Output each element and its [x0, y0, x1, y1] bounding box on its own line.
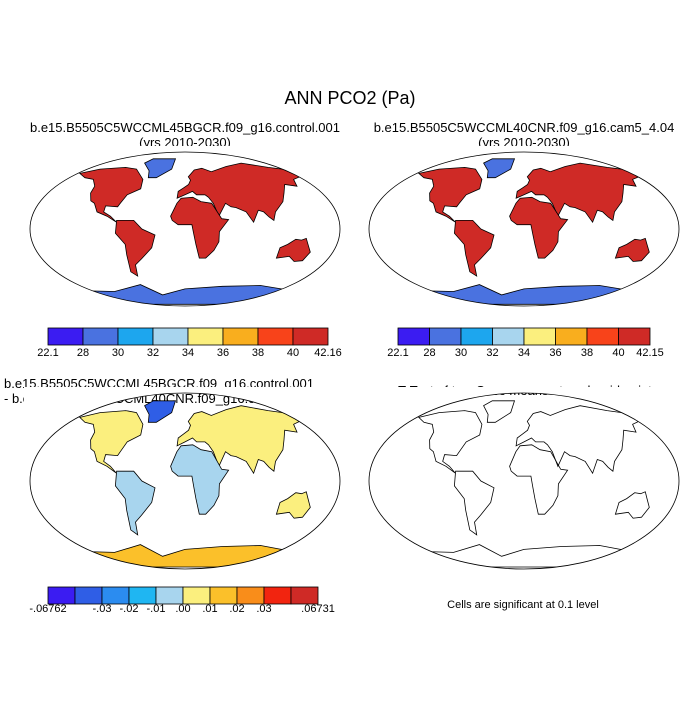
colorbar-box: [209, 586, 238, 605]
colorbar-label: -.06762: [29, 603, 66, 615]
colorbar-label: .02: [229, 603, 244, 615]
colorbar-box: [460, 327, 493, 346]
colorbar-box: [257, 327, 294, 346]
colorbar-label: 36: [549, 347, 561, 359]
colorbar-box: [155, 586, 184, 605]
colorbar-label: 22.1: [37, 347, 58, 359]
figure-title: ANN PCO2 (Pa): [284, 88, 415, 108]
colorbar-box: [618, 327, 651, 346]
map-mask: [24, 146, 346, 312]
colorbar-box: [47, 586, 76, 605]
colorbar-box: [117, 327, 154, 346]
colorbar-label: 40: [612, 347, 624, 359]
colorbar-box: [47, 327, 84, 346]
colorbar-label: -.03: [93, 603, 112, 615]
land: [144, 158, 177, 179]
land: [417, 166, 483, 223]
land: [453, 470, 495, 536]
land: [509, 444, 569, 515]
land: [614, 237, 650, 262]
colorbar-box: [128, 586, 157, 605]
colorbar-label: 30: [112, 347, 124, 359]
colorbar-box: [555, 327, 588, 346]
colorbar-label: 32: [147, 347, 159, 359]
panel-title: b.e15.B5505C5WCCML40CNR.f09_g16.cam5_4.0…: [374, 120, 675, 135]
colorbar-box: [523, 327, 556, 346]
colorbar-label: 30: [455, 347, 467, 359]
land: [417, 410, 483, 474]
land: [509, 196, 569, 259]
land: [483, 400, 516, 423]
colorbar-box: [74, 586, 103, 605]
colorbar-box: [187, 327, 224, 346]
land: [515, 405, 642, 475]
colorbar-label: .03: [256, 603, 271, 615]
colorbar-box: [222, 327, 259, 346]
colorbar-label: 32: [486, 347, 498, 359]
land: [614, 491, 650, 519]
colorbar-label: 22.1: [387, 347, 408, 359]
land: [114, 470, 156, 536]
land: [453, 220, 495, 277]
land: [275, 237, 311, 262]
colorbar-box: [101, 586, 130, 605]
land: [275, 491, 311, 519]
map-mask: [24, 387, 346, 575]
land: [416, 544, 632, 568]
colorbar-label: 40: [287, 347, 299, 359]
map-border: [368, 151, 680, 307]
land: [144, 400, 177, 423]
map-mask: [363, 387, 685, 575]
colorbar-label: -.01: [147, 603, 166, 615]
colorbar-box: [263, 586, 292, 605]
colorbar-label: .01: [202, 603, 217, 615]
land: [78, 410, 144, 474]
colorbar-label: 38: [252, 347, 264, 359]
map-border: [29, 392, 341, 570]
colorbar-box: [82, 327, 119, 346]
map-border: [368, 392, 680, 570]
land: [176, 405, 303, 475]
colorbar-label: 42.16: [314, 347, 342, 359]
land: [483, 158, 516, 179]
colorbar-box: [586, 327, 619, 346]
land: [114, 220, 156, 277]
colorbar-label: 36: [217, 347, 229, 359]
colorbar-box: [292, 327, 329, 346]
land: [176, 162, 303, 224]
panel-note: Cells are significant at 0.1 level: [447, 599, 599, 611]
map-mask: [363, 146, 685, 312]
panel-title: b.e15.B5505C5WCCML45BGCR.f09_g16.control…: [30, 120, 340, 135]
map-border: [29, 151, 341, 307]
colorbar-label: 42.15: [636, 347, 664, 359]
colorbar-label: 28: [77, 347, 89, 359]
colorbar-label: .06731: [301, 603, 335, 615]
colorbar-label: 34: [182, 347, 194, 359]
colorbar-label: -.02: [120, 603, 139, 615]
colorbar-box: [492, 327, 525, 346]
colorbar-label: 28: [423, 347, 435, 359]
colorbar-box: [290, 586, 319, 605]
land: [78, 166, 144, 223]
colorbar-label: 34: [518, 347, 530, 359]
land: [515, 162, 642, 224]
land: [170, 444, 230, 515]
colorbar-box: [429, 327, 462, 346]
colorbar-box: [397, 327, 430, 346]
land: [77, 544, 293, 568]
colorbar-label: 38: [581, 347, 593, 359]
land: [170, 196, 230, 259]
colorbar-label: .00: [175, 603, 190, 615]
colorbar-box: [236, 586, 265, 605]
colorbar-box: [152, 327, 189, 346]
colorbar-box: [182, 586, 211, 605]
